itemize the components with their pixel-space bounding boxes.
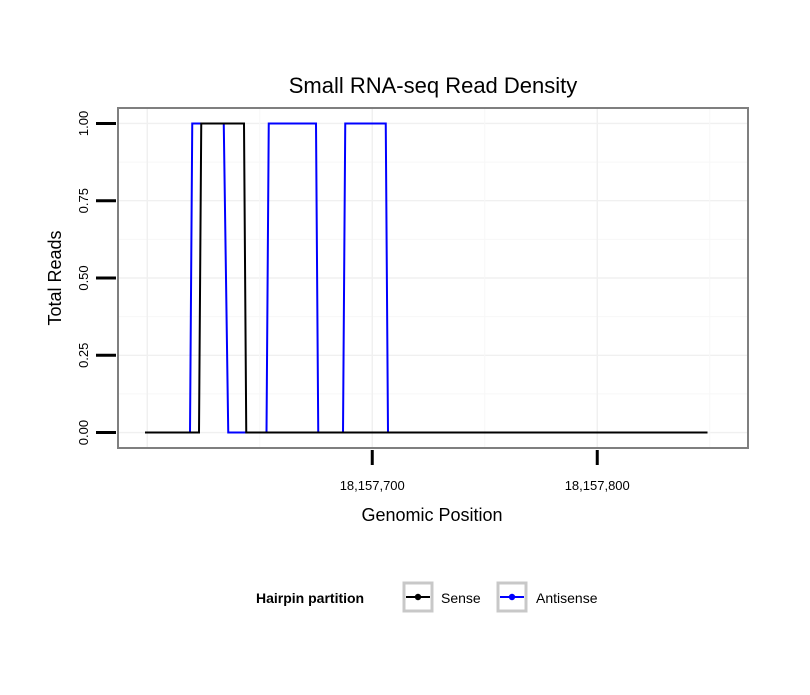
y-tick-label: 0.25 bbox=[76, 343, 91, 368]
y-axis: 0.00 0.25 0.50 0.75 1.00 bbox=[76, 111, 116, 445]
y-tick-label: 0.75 bbox=[76, 188, 91, 213]
x-axis-label: Genomic Position bbox=[361, 505, 502, 525]
legend: Hairpin partition Sense Antisense bbox=[256, 581, 598, 613]
y-axis-label: Total Reads bbox=[45, 230, 65, 325]
y-tick-label: 0.50 bbox=[76, 265, 91, 290]
legend-dot-sense bbox=[414, 593, 422, 601]
legend-dot-antisense bbox=[508, 593, 516, 601]
legend-label-antisense: Antisense bbox=[536, 590, 598, 606]
series-layer bbox=[145, 122, 708, 434]
y-tick-label: 1.00 bbox=[76, 111, 91, 136]
x-tick-label: 18,157,700 bbox=[340, 478, 405, 493]
chart-title: Small RNA-seq Read Density bbox=[289, 73, 578, 98]
y-tick-label: 0.00 bbox=[76, 420, 91, 445]
x-tick-label: 18,157,800 bbox=[565, 478, 630, 493]
series-line-sense bbox=[145, 122, 708, 434]
plot-border bbox=[117, 107, 749, 449]
grid bbox=[118, 108, 748, 448]
legend-label-sense: Sense bbox=[441, 590, 481, 606]
legend-title: Hairpin partition bbox=[256, 590, 364, 606]
x-axis: 18,157,700 18,157,800 bbox=[340, 450, 630, 493]
